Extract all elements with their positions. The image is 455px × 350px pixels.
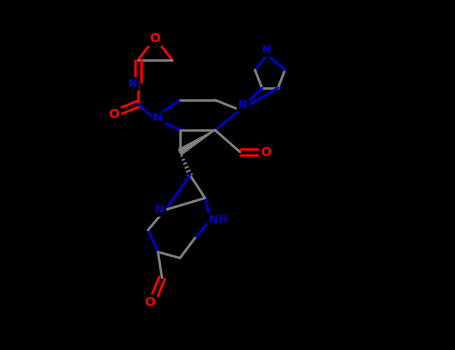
Text: O: O — [261, 146, 271, 159]
Text: NH: NH — [209, 215, 227, 225]
Text: O: O — [109, 108, 119, 121]
Polygon shape — [178, 130, 215, 155]
Text: O: O — [150, 32, 160, 44]
Text: N: N — [263, 45, 272, 55]
Text: N: N — [128, 79, 137, 89]
Text: N: N — [153, 113, 162, 123]
Text: O: O — [145, 296, 155, 309]
Text: N: N — [155, 205, 165, 215]
Text: N: N — [238, 100, 248, 110]
